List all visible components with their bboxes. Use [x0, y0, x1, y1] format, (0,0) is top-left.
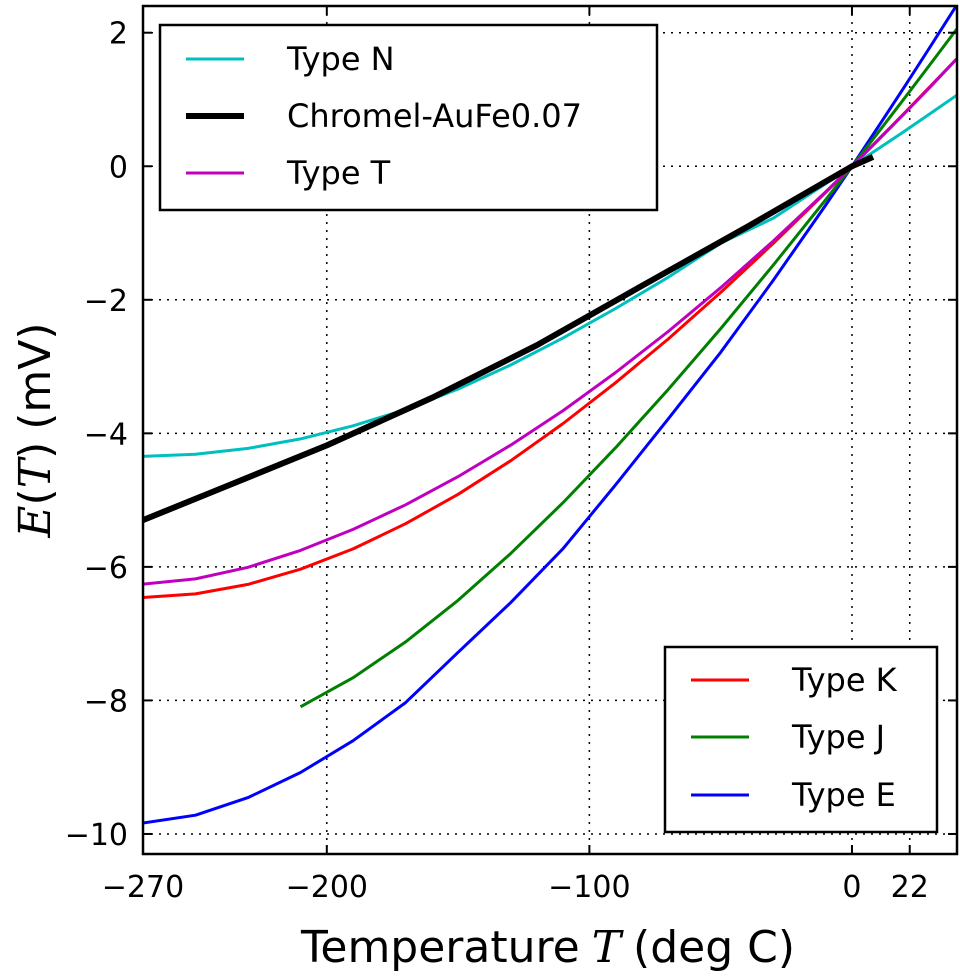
x-tick-label: −270 — [102, 870, 184, 905]
y-axis-title-close-paren: ) — [10, 442, 61, 459]
legend-label-type-k: Type K — [791, 661, 898, 699]
y-tick-label: 0 — [109, 150, 128, 185]
x-axis-title-text: Temperature — [300, 922, 580, 973]
x-axis-title-unit: (deg C) — [633, 922, 795, 973]
series-line-type-e — [143, 6, 957, 825]
y-axis-title: E(T) (mV) — [10, 322, 61, 538]
series-line-chromel-aufe0-07 — [143, 154, 875, 523]
legend-box — [663, 645, 939, 834]
legend-label-type-n: Type N — [286, 40, 395, 78]
y-tick-label: −6 — [84, 551, 128, 586]
plot-frame — [141, 4, 959, 856]
legend-label-type-t: Type T — [286, 154, 391, 192]
legend-label-type-j: Type J — [791, 718, 885, 756]
x-tick-label: −100 — [548, 870, 630, 905]
x-axis-title: Temperature T (deg C) — [300, 922, 795, 973]
y-axis-title-func: E — [10, 505, 61, 538]
y-tick-label: −8 — [84, 684, 128, 719]
y-tick-label: 2 — [109, 17, 128, 52]
y-tick-label: −2 — [84, 284, 128, 319]
y-axis-title-unit: (mV) — [10, 322, 61, 429]
series-group — [143, 6, 957, 825]
y-tick-label: −10 — [65, 818, 128, 853]
legend-label-chromel-aufe: Chromel-AuFe0.07 — [287, 97, 582, 135]
series-line-type-n — [143, 93, 957, 458]
y-axis-title-arg: T — [10, 455, 61, 488]
x-tick-label: 22 — [891, 870, 929, 905]
x-axis-title-symbol: T — [592, 922, 625, 973]
series-line-type-t — [143, 57, 957, 586]
legend-label-type-e: Type E — [791, 776, 896, 814]
y-axis-title-open-paren: ( — [10, 488, 61, 505]
legend-upper-left: Type N Chromel-AuFe0.07 Type T — [158, 23, 659, 212]
y-tick-label: −4 — [84, 417, 128, 452]
series-line-type-j — [299, 27, 957, 709]
legend-lower-right: Type K Type J Type E — [663, 645, 939, 834]
x-tick-label: −200 — [286, 870, 368, 905]
x-tick-label: 0 — [842, 870, 861, 905]
